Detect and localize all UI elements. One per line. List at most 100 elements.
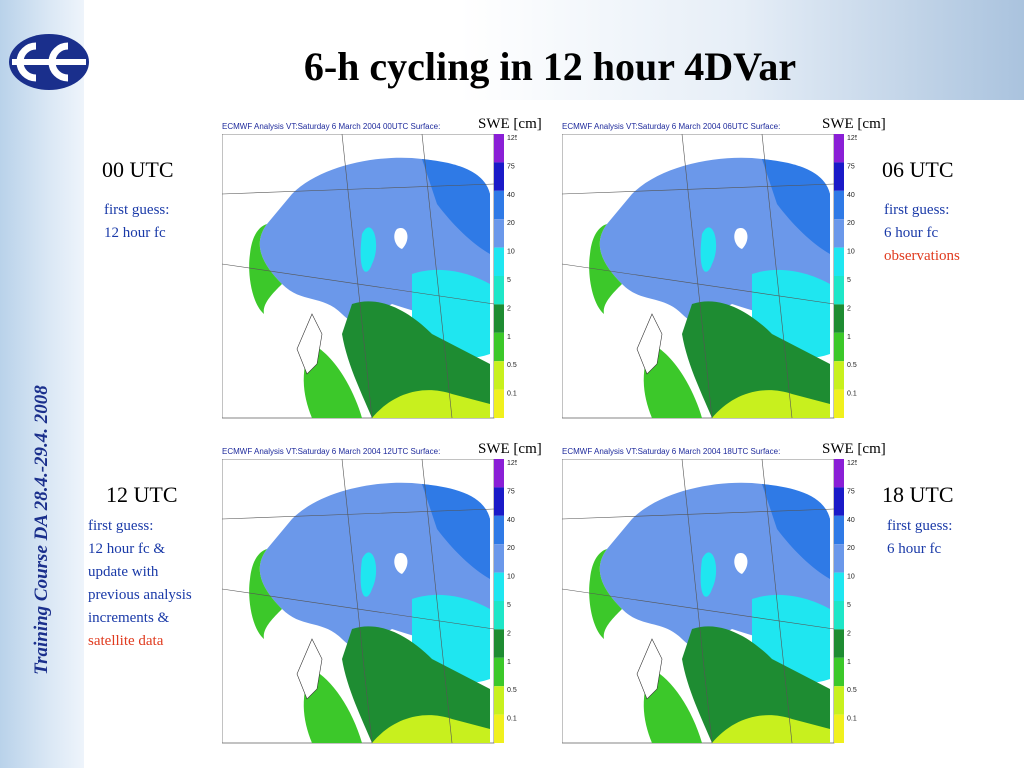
map-region bbox=[734, 228, 748, 249]
map-region bbox=[296, 638, 323, 700]
note-line: first guess: bbox=[88, 518, 154, 534]
swe-unit-label: SWE [cm] bbox=[478, 441, 542, 457]
legend-swatch bbox=[494, 190, 504, 220]
legend-swatch bbox=[494, 657, 504, 687]
legend-tick-label: 0.5 bbox=[847, 687, 857, 694]
legend-swatch bbox=[494, 361, 504, 390]
legend-swatch bbox=[494, 276, 504, 305]
map-region bbox=[700, 227, 717, 272]
graticule-line bbox=[761, 459, 793, 744]
graticule-line bbox=[681, 134, 713, 419]
map-region bbox=[589, 224, 622, 314]
legend-tick-label: 40 bbox=[847, 192, 855, 199]
legend-tick-label: 125 bbox=[507, 460, 517, 467]
map-region bbox=[636, 638, 663, 700]
swe-map-panel: ECMWF Analysis VT:Saturday 6 March 2004 … bbox=[222, 116, 562, 436]
legend-swatch bbox=[494, 304, 504, 333]
swe-map: 125 75 40 20 10 5 2 1 0.5 0.1 bbox=[222, 134, 517, 419]
map-region bbox=[636, 313, 663, 375]
swe-unit-label: SWE [cm] bbox=[478, 116, 542, 132]
map-region bbox=[296, 313, 323, 375]
legend-swatch bbox=[494, 515, 504, 545]
legend-tick-label: 75 bbox=[507, 163, 515, 170]
legend-tick-label: 75 bbox=[847, 163, 855, 170]
left-sidebar-band bbox=[0, 0, 84, 768]
map-region bbox=[303, 669, 362, 743]
note-line: first guess: bbox=[884, 202, 950, 218]
legend-tick-label: 20 bbox=[507, 545, 515, 552]
graticule-line bbox=[222, 183, 495, 195]
legend-swatch bbox=[494, 487, 504, 516]
legend-tick-label: 0.5 bbox=[507, 687, 517, 694]
legend-tick-label: 5 bbox=[847, 277, 851, 284]
map-region bbox=[422, 159, 490, 254]
map-region bbox=[762, 159, 830, 254]
map-region bbox=[372, 390, 490, 418]
note-line: first guess: bbox=[104, 202, 170, 218]
legend-swatch bbox=[834, 332, 844, 362]
graticule-line bbox=[341, 459, 373, 744]
legend-tick-label: 20 bbox=[507, 220, 515, 227]
legend-tick-label: 5 bbox=[507, 277, 511, 284]
notes-12: first guess: 12 hour fc & update with pr… bbox=[88, 515, 192, 653]
legend-tick-label: 1 bbox=[507, 659, 511, 666]
legend-swatch bbox=[494, 686, 504, 715]
graticule-line bbox=[681, 459, 713, 744]
map-region bbox=[303, 344, 362, 418]
time-label-12: 12 UTC bbox=[106, 482, 178, 507]
legend-tick-label: 125 bbox=[847, 135, 857, 142]
legend-swatch bbox=[834, 304, 844, 333]
map-region bbox=[360, 227, 377, 272]
map-region bbox=[734, 553, 748, 574]
legend-tick-label: 0.5 bbox=[847, 362, 857, 369]
legend-tick-label: 5 bbox=[507, 602, 511, 609]
map-region bbox=[643, 344, 702, 418]
graticule-line bbox=[421, 459, 453, 744]
legend-swatch bbox=[494, 572, 504, 601]
map-region bbox=[762, 484, 830, 579]
legend-swatch bbox=[834, 714, 844, 743]
legend-tick-label: 0.1 bbox=[847, 716, 857, 723]
map-region bbox=[360, 552, 377, 597]
legend-swatch bbox=[834, 601, 844, 630]
note-line: 6 hour fc bbox=[884, 225, 939, 241]
legend-swatch bbox=[834, 459, 844, 488]
note-line: 6 hour fc bbox=[887, 541, 942, 557]
legend-swatch bbox=[494, 134, 504, 163]
legend-swatch bbox=[834, 361, 844, 390]
legend-swatch bbox=[834, 276, 844, 305]
note-highlight: observations bbox=[884, 248, 960, 264]
note-line: 12 hour fc bbox=[104, 225, 166, 241]
map-region bbox=[372, 715, 490, 743]
legend-tick-label: 10 bbox=[847, 574, 855, 581]
time-label-06: 06 UTC bbox=[882, 157, 954, 182]
header-band bbox=[84, 0, 1024, 100]
legend-tick-label: 1 bbox=[847, 659, 851, 666]
time-label-18: 18 UTC bbox=[882, 482, 954, 507]
legend-tick-label: 75 bbox=[847, 488, 855, 495]
swe-map-panel: ECMWF Analysis VT:Saturday 6 March 2004 … bbox=[562, 441, 902, 761]
legend-tick-label: 20 bbox=[847, 220, 855, 227]
legend-swatch bbox=[494, 247, 504, 276]
legend-swatch bbox=[494, 544, 504, 573]
legend-tick-label: 0.1 bbox=[847, 391, 857, 398]
legend-tick-label: 1 bbox=[847, 334, 851, 341]
swe-map: 125 75 40 20 10 5 2 1 0.5 0.1 bbox=[222, 459, 517, 744]
map-region bbox=[342, 626, 490, 743]
map-region bbox=[249, 224, 282, 314]
note-line: 12 hour fc & bbox=[88, 541, 166, 557]
course-vertical-text: Training Course DA 28.4.-29.4. 2008 bbox=[22, 335, 62, 725]
legend-swatch bbox=[494, 389, 504, 418]
map-region bbox=[394, 228, 408, 249]
swe-map: 125 75 40 20 10 5 2 1 0.5 0.1 bbox=[562, 134, 857, 419]
notes-18: first guess: 6 hour fc bbox=[887, 515, 952, 561]
graticule-line bbox=[562, 183, 835, 195]
map-region bbox=[249, 549, 282, 639]
course-vertical-label: Training Course DA 28.4.-29.4. 2008 bbox=[31, 385, 52, 675]
legend-tick-label: 75 bbox=[507, 488, 515, 495]
legend-swatch bbox=[834, 487, 844, 516]
legend-tick-label: 1 bbox=[507, 334, 511, 341]
swe-unit-label: SWE [cm] bbox=[822, 116, 886, 132]
note-line: update with bbox=[88, 564, 159, 580]
map-region bbox=[682, 301, 830, 418]
